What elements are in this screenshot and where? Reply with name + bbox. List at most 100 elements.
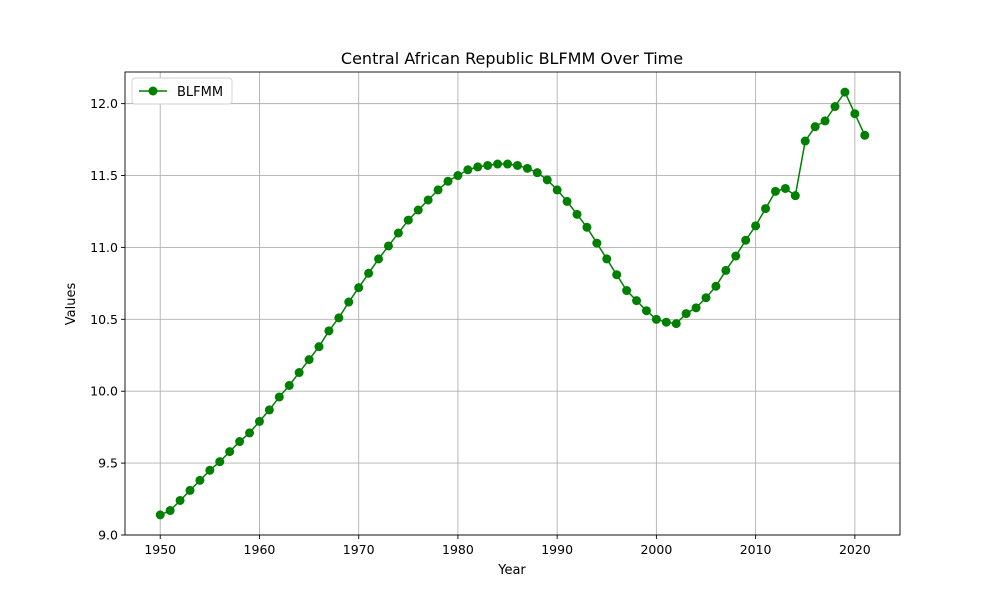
- data-point-2012: [770, 186, 780, 196]
- data-point-1976: [413, 205, 423, 215]
- data-point-1993: [582, 222, 592, 232]
- data-point-2005: [701, 293, 711, 303]
- data-point-2016: [810, 122, 820, 132]
- data-point-2008: [731, 251, 741, 261]
- data-point-1953: [185, 485, 195, 495]
- y-tick-label: 9.0: [98, 528, 118, 543]
- data-point-1970: [354, 283, 364, 293]
- data-point-1957: [225, 447, 235, 457]
- x-tick-label: 2010: [740, 542, 772, 557]
- x-tick-label: 2000: [640, 542, 672, 557]
- series-line-blfmm: [159, 90, 866, 516]
- data-point-1988: [532, 168, 542, 178]
- data-point-1980: [453, 171, 463, 181]
- y-tick-label: 11.0: [90, 240, 118, 255]
- data-point-1959: [245, 428, 255, 438]
- grid-lines: [125, 72, 900, 536]
- data-point-1978: [433, 185, 443, 195]
- data-point-1950: [155, 510, 165, 520]
- legend-marker-swatch: [148, 86, 158, 96]
- data-point-1994: [592, 238, 602, 248]
- data-point-1958: [235, 437, 245, 447]
- series-layer: [155, 87, 870, 520]
- data-point-1956: [215, 457, 225, 467]
- y-tick-label: 11.5: [90, 168, 118, 183]
- legend-label-blfmm: BLFMM: [177, 85, 223, 100]
- data-point-1977: [423, 195, 433, 205]
- data-point-1986: [512, 160, 522, 170]
- data-point-2004: [691, 303, 701, 313]
- data-point-1967: [324, 326, 334, 336]
- data-point-1964: [294, 368, 304, 378]
- data-point-1954: [195, 475, 205, 485]
- data-point-1999: [641, 306, 651, 316]
- data-point-2003: [681, 309, 691, 319]
- plot-frame: [124, 71, 901, 536]
- data-point-2018: [830, 102, 840, 112]
- data-point-1972: [374, 254, 384, 264]
- data-point-1991: [562, 196, 572, 206]
- data-point-2017: [820, 116, 830, 126]
- data-point-1975: [403, 215, 413, 225]
- data-point-1987: [522, 163, 532, 173]
- data-point-1955: [205, 465, 215, 475]
- legend: BLFMM: [131, 77, 233, 105]
- y-tick-label: 12.0: [90, 96, 118, 111]
- data-point-1951: [165, 506, 175, 516]
- x-tick-label: 1960: [244, 542, 276, 557]
- data-point-2011: [761, 204, 771, 214]
- data-point-1983: [483, 160, 493, 170]
- data-point-2021: [860, 130, 870, 140]
- axis-ticks: 1950 1960 1970 1980 1990 2000 2010 2020 9.0 9.5 10…: [90, 96, 871, 557]
- data-point-1998: [632, 296, 642, 306]
- data-point-1966: [314, 342, 324, 352]
- data-point-1996: [612, 270, 622, 280]
- data-point-2002: [671, 319, 681, 329]
- x-tick-label: 1970: [343, 542, 375, 557]
- data-point-2019: [840, 87, 850, 97]
- x-axis-label: Year: [497, 563, 526, 578]
- x-tick-label: 1990: [541, 542, 573, 557]
- data-point-1995: [602, 254, 612, 264]
- data-point-2000: [651, 314, 661, 324]
- chart-title: Central African Republic BLFMM Over Time: [341, 49, 683, 68]
- x-tick-label: 2020: [839, 542, 871, 557]
- legend-box: [131, 77, 233, 105]
- data-point-1984: [493, 159, 503, 169]
- data-point-1979: [443, 176, 453, 186]
- data-point-1982: [473, 162, 483, 172]
- data-point-2014: [790, 191, 800, 201]
- y-tick-label: 10.0: [90, 384, 118, 399]
- data-point-1981: [463, 165, 473, 175]
- data-point-2001: [661, 317, 671, 327]
- data-point-1952: [175, 495, 185, 505]
- data-point-1960: [254, 416, 264, 426]
- data-point-1961: [264, 405, 274, 415]
- data-point-1985: [503, 159, 513, 169]
- y-tick-label: 10.5: [90, 312, 118, 327]
- x-tick-label: 1980: [442, 542, 474, 557]
- data-point-1997: [622, 286, 632, 296]
- data-point-2010: [751, 221, 761, 231]
- data-point-1965: [304, 355, 314, 365]
- data-point-2009: [741, 235, 751, 245]
- data-point-1989: [542, 175, 552, 185]
- data-point-2006: [711, 281, 721, 291]
- data-point-2013: [780, 183, 790, 193]
- data-point-2007: [721, 265, 731, 275]
- y-axis-label: Values: [64, 283, 79, 326]
- data-point-1973: [383, 241, 393, 251]
- data-point-1974: [393, 228, 403, 238]
- data-point-1968: [334, 313, 344, 323]
- data-point-1990: [552, 185, 562, 195]
- data-point-2020: [850, 109, 860, 119]
- x-tick-label: 1950: [144, 542, 176, 557]
- data-point-1971: [364, 268, 374, 278]
- data-point-2015: [800, 136, 810, 146]
- data-point-1992: [572, 209, 582, 219]
- data-point-1962: [274, 392, 284, 402]
- y-tick-label: 9.5: [98, 456, 118, 471]
- data-point-1969: [344, 297, 354, 307]
- data-point-1963: [284, 380, 294, 390]
